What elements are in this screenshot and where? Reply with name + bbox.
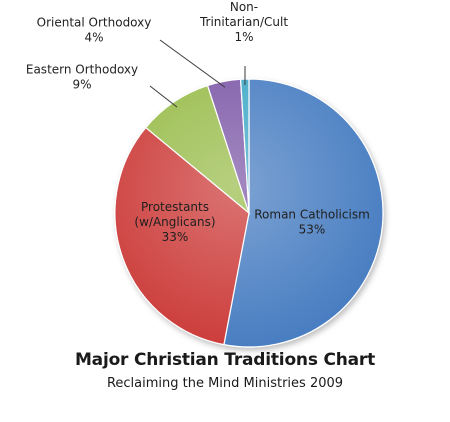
slice-label-line: Roman Catholicism — [254, 208, 370, 222]
leader-lines — [149, 39, 246, 108]
slice-label-line: 4% — [84, 31, 103, 45]
slice-label-line: 1% — [234, 30, 253, 44]
pie-gloss — [115, 79, 383, 347]
slice-labels: Roman Catholicism 53% Protestants (w/Anglic… — [26, 0, 370, 244]
slice-label-eastern-orthodoxy: Eastern Orthodoxy 9% — [26, 63, 138, 92]
slice-label-line: Trinitarian/Cult — [199, 15, 288, 29]
leader-line-oriental-orthodoxy — [159, 39, 226, 88]
slice-label-line: Eastern Orthodoxy — [26, 63, 138, 77]
slice-label-line: Oriental Orthodoxy — [37, 16, 152, 30]
chart-title: Major Christian Traditions Chart — [74, 350, 376, 370]
slice-label-non: Non-Trinitarian/Cult 1% — [199, 0, 288, 44]
slice-label-line: 33% — [162, 230, 189, 244]
slice-label-line: (w/Anglicans) — [134, 215, 215, 229]
leader-line-eastern-orthodoxy — [149, 85, 178, 108]
slice-label-oriental-orthodoxy: Oriental Orthodoxy 4% — [37, 16, 152, 45]
slice-label-line: Protestants — [141, 200, 209, 214]
slice-label-protestants: Protestants (w/Anglicans) 33% — [134, 200, 215, 244]
slice-label-line: Non- — [230, 0, 258, 14]
slice-label-line: 9% — [72, 78, 91, 92]
slice-label-roman-catholicism: Roman Catholicism 53% — [254, 208, 370, 237]
chart-subtitle: Reclaiming the Mind Ministries 2009 — [106, 376, 344, 391]
slice-label-line: 53% — [299, 223, 326, 237]
